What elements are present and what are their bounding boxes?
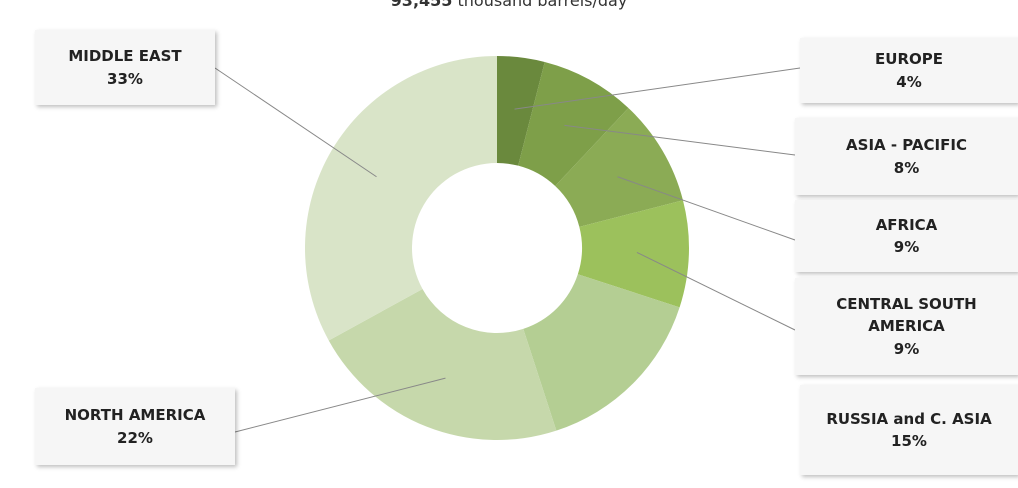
chart-title: 93,455 thousand barrels/day [0,0,1018,10]
slice [328,288,557,441]
title-unit: thousand barrels/day [457,0,628,10]
label-box: AFRICA 9% [795,200,1018,272]
leader-line [214,67,377,178]
category-label: MIDDLE EAST [68,47,182,65]
title-number: 93,455 [390,0,453,10]
category-label: RUSSIA and C. ASIA [826,409,992,428]
slice [518,62,629,187]
value-label: 33% [107,69,143,88]
value-label: 4% [896,72,922,91]
label-box: RUSSIA and C. ASIA 15% [800,385,1018,475]
category-label: AFRICA [875,215,938,234]
slice [523,274,680,431]
leader-line [617,176,796,241]
leader-line [234,377,446,433]
slice [497,56,545,166]
leader-line [564,124,796,156]
label-box: MIDDLE EAST 33% [35,30,215,105]
leader-line [514,67,801,110]
value-label: 9% [893,238,920,256]
value-label: 9% [893,339,920,358]
label-box: EUROPE 4% [800,38,1018,103]
value-label: 15% [891,432,927,450]
value-label: 8% [893,158,920,177]
slice [555,108,683,227]
category-label: NORTH AMERICA [64,406,206,424]
slice [577,200,689,308]
label-box: ASIA - PACIFIC 8% [795,118,1018,195]
leader-line [636,251,796,331]
category-label: CENTRAL SOUTH AMERICA [836,294,977,336]
label-box: NORTH AMERICA 22% [35,388,235,465]
value-label: 22% [117,428,153,447]
label-box: CENTRAL SOUTH AMERICA 9% [795,278,1018,375]
slice [304,56,497,341]
category-label: ASIA - PACIFIC [846,136,967,154]
category-label: EUROPE [875,50,943,68]
